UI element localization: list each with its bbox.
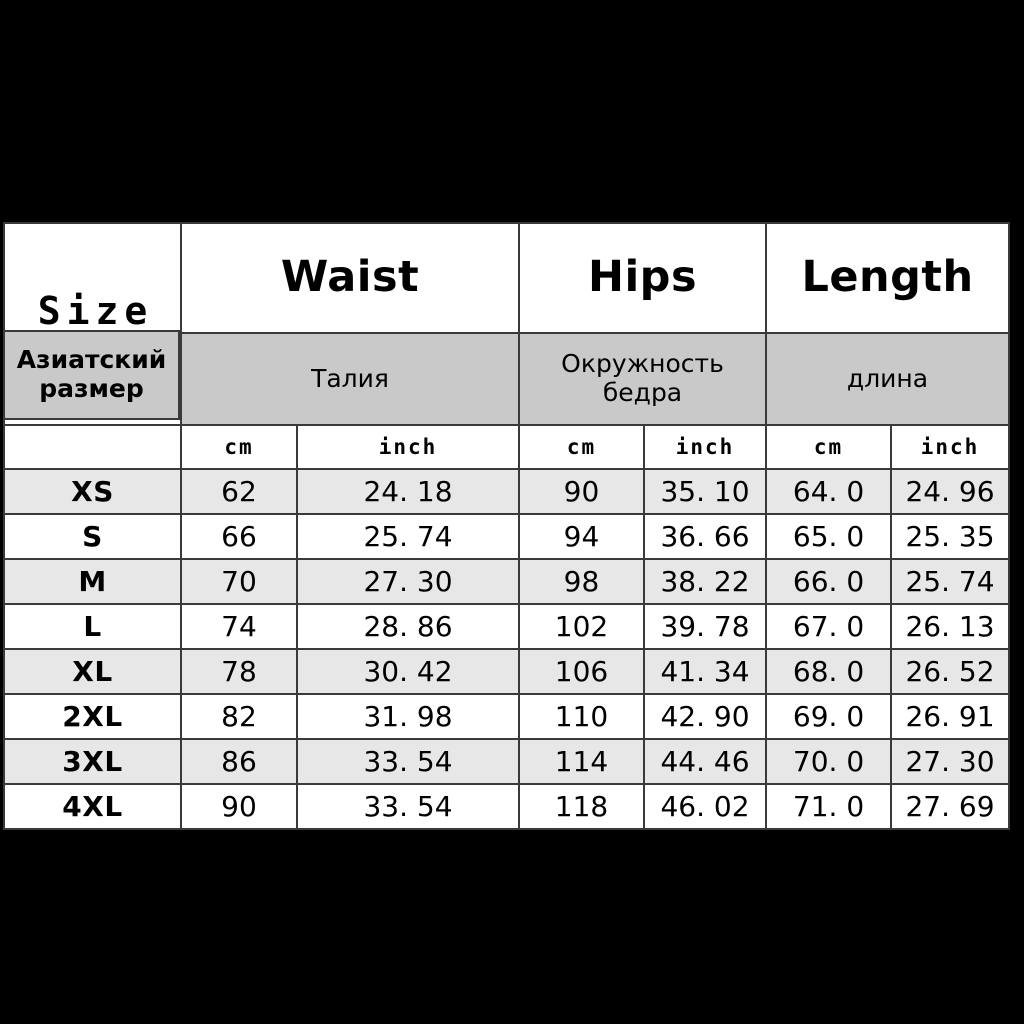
cell-hips-inch: 35. 10 — [642, 468, 768, 515]
table-row: M 70 27. 30 98 38. 22 66. 0 25. 74 — [3, 558, 1011, 605]
cell-length-inch: 26. 91 — [890, 693, 1011, 740]
cell-length-inch: 24. 96 — [890, 468, 1011, 515]
header-cell-hips: Hips — [517, 222, 768, 334]
cell-length-cm: 66. 0 — [765, 558, 893, 605]
cell-waist-cm: 90 — [180, 783, 298, 830]
cell-waist-cm: 86 — [180, 738, 298, 785]
cell-waist-inch: 33. 54 — [296, 738, 520, 785]
cell-hips-inch: 41. 34 — [642, 648, 768, 695]
table-row: 2XL 82 31. 98 110 42. 90 69. 0 26. 91 — [3, 693, 1011, 740]
header-hips-ru-line2: бедра — [602, 378, 683, 407]
cell-length-inch: 27. 69 — [890, 783, 1011, 830]
units-waist-inch: inch — [296, 424, 520, 470]
cell-hips-inch: 39. 78 — [642, 603, 768, 650]
header-hips-ru-line1: Окружность — [561, 349, 724, 379]
table-row: S 66 25. 74 94 36. 66 65. 0 25. 35 — [3, 513, 1011, 560]
table-row: 4XL 90 33. 54 118 46. 02 71. 0 27. 69 — [3, 783, 1011, 830]
cell-length-cm: 64. 0 — [765, 468, 893, 515]
cell-length-inch: 25. 35 — [890, 513, 1011, 560]
cell-waist-cm: 78 — [180, 648, 298, 695]
header-cell-size-ru: Азиатский размер — [3, 330, 180, 420]
cell-hips-cm: 98 — [518, 558, 645, 605]
units-length-inch: inch — [890, 424, 1011, 470]
table-row: L 74 28. 86 102 39. 78 67. 0 26. 13 — [3, 603, 1011, 650]
table-row: 3XL 86 33. 54 114 44. 46 70. 0 27. 30 — [3, 738, 1011, 785]
cell-hips-cm: 110 — [518, 693, 645, 740]
header-cell-hips-ru: Окружность бедра — [517, 332, 768, 426]
cell-waist-inch: 24. 18 — [296, 468, 520, 515]
cell-hips-cm: 106 — [518, 648, 645, 695]
units-hips-cm: cm — [518, 424, 645, 470]
cell-hips-inch: 42. 90 — [642, 693, 768, 740]
cell-length-inch: 26. 52 — [890, 648, 1011, 695]
cell-hips-cm: 94 — [518, 513, 645, 560]
header-cell-length-ru: длина — [765, 332, 1011, 426]
cell-size: M — [3, 558, 182, 605]
size-chart-table: Size (Asian) Waist Hips Length Талия Окр… — [3, 222, 1011, 830]
header-size-ru-line2: размер — [39, 374, 144, 403]
units-waist-cm: cm — [180, 424, 298, 470]
cell-length-inch: 25. 74 — [890, 558, 1011, 605]
cell-size: L — [3, 603, 182, 650]
cell-length-cm: 71. 0 — [765, 783, 893, 830]
cell-size: 4XL — [3, 783, 182, 830]
cell-waist-inch: 30. 42 — [296, 648, 520, 695]
cell-waist-cm: 82 — [180, 693, 298, 740]
cell-size: 2XL — [3, 693, 182, 740]
cell-hips-inch: 36. 66 — [642, 513, 768, 560]
cell-waist-cm: 70 — [180, 558, 298, 605]
cell-length-cm: 65. 0 — [765, 513, 893, 560]
header-row-russian: Талия Окружность бедра длина — [4, 332, 1011, 426]
cell-waist-inch: 27. 30 — [296, 558, 520, 605]
cell-size: 3XL — [3, 738, 182, 785]
cell-hips-cm: 114 — [518, 738, 645, 785]
cell-waist-inch: 25. 74 — [296, 513, 520, 560]
cell-length-cm: 69. 0 — [765, 693, 893, 740]
table-row: XS 62 24. 18 90 35. 10 64. 0 24. 96 — [3, 468, 1011, 515]
units-length-cm: cm — [765, 424, 893, 470]
cell-size: S — [3, 513, 182, 560]
cell-waist-cm: 74 — [180, 603, 298, 650]
cell-waist-inch: 28. 86 — [296, 603, 520, 650]
header-row-english: Size (Asian) Waist Hips Length — [3, 222, 1011, 426]
cell-waist-inch: 31. 98 — [296, 693, 520, 740]
cell-length-inch: 26. 13 — [890, 603, 1011, 650]
cell-hips-cm: 102 — [518, 603, 645, 650]
cell-length-cm: 70. 0 — [765, 738, 893, 785]
cell-hips-inch: 44. 46 — [642, 738, 768, 785]
table-row: XL 78 30. 42 106 41. 34 68. 0 26. 52 — [3, 648, 1011, 695]
cell-waist-inch: 33. 54 — [296, 783, 520, 830]
header-size-ru-line1: Азиатский — [16, 345, 167, 375]
cell-waist-cm: 66 — [180, 513, 298, 560]
header-size-label: Size — [37, 288, 154, 333]
cell-hips-cm: 90 — [518, 468, 645, 515]
cell-waist-cm: 62 — [180, 468, 298, 515]
cell-length-cm: 67. 0 — [765, 603, 893, 650]
cell-hips-inch: 38. 22 — [642, 558, 768, 605]
header-cell-length: Length — [765, 222, 1011, 334]
cell-length-cm: 68. 0 — [765, 648, 893, 695]
cell-hips-cm: 118 — [518, 783, 645, 830]
header-cell-waist-ru: Талия — [180, 332, 520, 426]
units-hips-inch: inch — [642, 424, 768, 470]
cell-length-inch: 27. 30 — [890, 738, 1011, 785]
header-row-units: cm inch cm inch cm inch — [3, 424, 1011, 470]
units-cell-blank — [3, 424, 182, 470]
size-chart-table-container: Size (Asian) Waist Hips Length Талия Окр… — [3, 222, 1011, 830]
header-cell-waist: Waist — [180, 222, 520, 334]
cell-size: XL — [3, 648, 182, 695]
cell-size: XS — [3, 468, 182, 515]
cell-hips-inch: 46. 02 — [642, 783, 768, 830]
